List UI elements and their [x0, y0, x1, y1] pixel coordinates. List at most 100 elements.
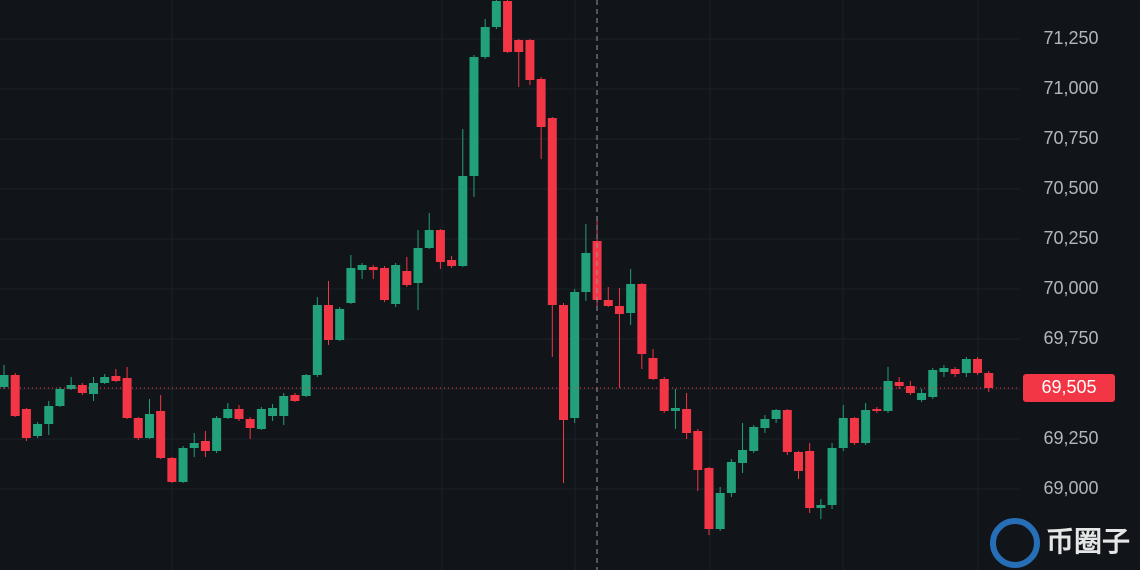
- candle-body: [346, 268, 356, 303]
- candle-body: [581, 253, 591, 292]
- candle-body: [301, 375, 311, 396]
- candle-body: [917, 393, 927, 400]
- candle-body: [738, 450, 748, 463]
- candle-body: [603, 300, 613, 306]
- candle-body: [0, 375, 9, 387]
- candle-body: [33, 424, 43, 436]
- candle-body: [782, 410, 792, 452]
- candle-body: [614, 306, 624, 314]
- candle-body: [391, 265, 401, 304]
- candle-body: [312, 305, 322, 375]
- candle-body: [290, 395, 300, 401]
- candle-body: [10, 375, 20, 416]
- y-tick-label: 69,750: [1043, 328, 1098, 348]
- candle-body: [21, 409, 31, 438]
- candle-body: [816, 505, 826, 508]
- candle-body: [379, 268, 389, 300]
- grid: [0, 38, 1020, 490]
- candles: [0, 0, 994, 535]
- candle-body: [570, 292, 580, 418]
- candle-body: [749, 427, 759, 451]
- candle-body: [682, 409, 692, 433]
- candle-body: [771, 410, 781, 419]
- candle-body: [111, 376, 121, 381]
- candle-body: [838, 418, 848, 448]
- candle-body: [726, 462, 736, 493]
- candle-body: [559, 305, 568, 420]
- candle-body: [536, 79, 546, 127]
- y-tick-label: 71,000: [1043, 78, 1098, 98]
- candle-body: [961, 359, 971, 373]
- candle-body: [178, 448, 188, 482]
- candle-body: [66, 385, 76, 389]
- candle-body: [525, 40, 535, 80]
- candle-body: [402, 271, 412, 285]
- candle-body: [223, 409, 233, 418]
- candle-body: [156, 411, 166, 458]
- candle-body: [693, 431, 703, 470]
- price-axis: 69,00069,25069,50069,75070,00070,25070,5…: [0, 28, 1115, 498]
- candle-body: [335, 309, 345, 340]
- y-tick-label: 70,500: [1043, 178, 1098, 198]
- candle-body: [245, 419, 255, 428]
- candle-body: [133, 418, 143, 438]
- candle-body: [234, 409, 244, 419]
- candle-body: [827, 448, 837, 505]
- candle-body: [89, 383, 99, 394]
- candle-body: [279, 396, 289, 416]
- candle-body: [626, 284, 636, 313]
- candle-body: [167, 458, 177, 482]
- watermark-text: 币圈子: [1046, 525, 1130, 558]
- candle-body: [458, 176, 468, 266]
- candle-body: [514, 40, 524, 52]
- candle-body: [670, 408, 680, 411]
- candle-body: [480, 27, 490, 57]
- candle-body: [100, 377, 110, 383]
- y-tick-label: 70,250: [1043, 228, 1098, 248]
- y-tick-label: 70,000: [1043, 278, 1098, 298]
- candle-body: [256, 409, 266, 429]
- candle-body: [55, 389, 65, 406]
- candle-body: [704, 468, 714, 529]
- candle-body: [760, 419, 770, 428]
- y-tick-label: 70,750: [1043, 128, 1098, 148]
- candle-body: [849, 418, 859, 443]
- candle-body: [905, 386, 915, 393]
- candle-body: [793, 452, 803, 471]
- candle-body: [268, 408, 278, 416]
- vertical-grid: [171, 0, 979, 570]
- candle-body: [547, 118, 557, 305]
- current-price-badge: [1023, 374, 1115, 402]
- candle-body: [883, 381, 893, 411]
- candle-body: [212, 418, 222, 451]
- candle-body: [44, 406, 54, 424]
- candle-body: [894, 382, 904, 386]
- candle-body: [122, 378, 132, 418]
- y-tick-label: 71,250: [1043, 28, 1098, 48]
- candle-body: [805, 451, 815, 508]
- candle-body: [637, 284, 647, 354]
- candle-body: [144, 414, 154, 438]
- candle-body: [413, 248, 423, 283]
- candle-body: [715, 493, 725, 529]
- candle-body: [861, 410, 871, 443]
- candle-body: [469, 57, 479, 176]
- candle-body: [435, 230, 445, 262]
- current-price-label: 69,505: [1041, 377, 1096, 397]
- candle-body: [872, 409, 882, 411]
- candle-body: [189, 443, 199, 448]
- candle-body: [659, 379, 669, 411]
- candle-body: [357, 265, 367, 270]
- candle-body: [648, 358, 658, 379]
- candle-body: [939, 368, 949, 372]
- candle-body: [368, 267, 378, 270]
- candle-body: [491, 1, 501, 27]
- candle-body: [973, 359, 983, 373]
- watermark-logo: [990, 518, 1040, 568]
- y-tick-label: 69,250: [1043, 428, 1098, 448]
- candle-body: [77, 385, 87, 393]
- candle-body: [424, 230, 434, 248]
- candle-body: [200, 441, 210, 451]
